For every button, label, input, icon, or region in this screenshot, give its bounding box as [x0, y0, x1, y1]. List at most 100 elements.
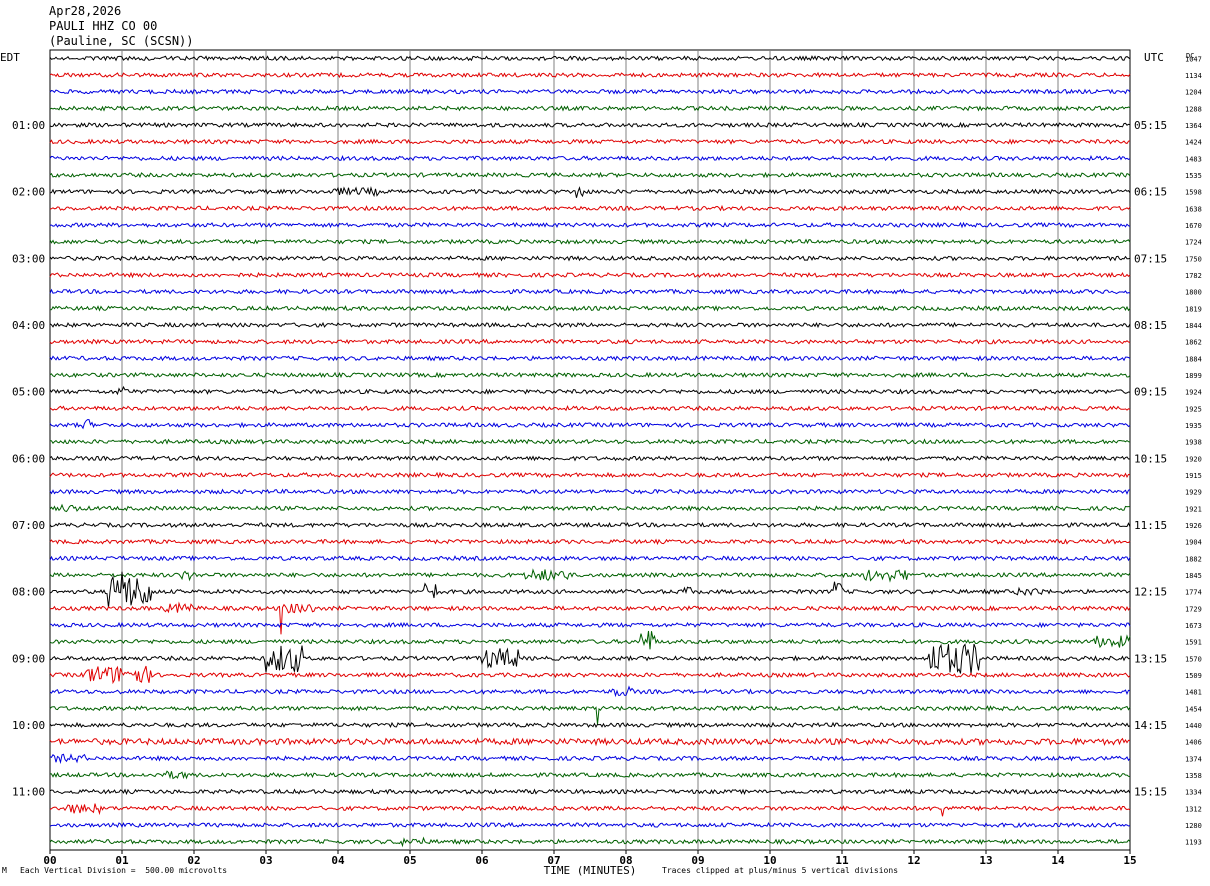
trace-line: [49, 105, 1131, 112]
dc-offset-label: 1899: [1185, 372, 1202, 380]
x-tick-label: 00: [43, 854, 56, 867]
dc-offset-label: 1926: [1185, 522, 1202, 530]
trace-line: [49, 503, 1130, 513]
trace-line: [49, 404, 1131, 412]
trace-line: [49, 88, 1131, 95]
trace-line: [49, 419, 1131, 430]
dc-offset-label: 1312: [1185, 805, 1202, 813]
dc-offset-label: 1535: [1185, 172, 1202, 180]
dc-offset-label: 1406: [1185, 739, 1202, 747]
left-hour-label: 04:00: [12, 319, 45, 332]
left-timezone-label: EDT: [0, 51, 20, 64]
trace-line: [49, 305, 1131, 312]
dc-offset-label: 1819: [1185, 305, 1202, 313]
trace-line: [49, 371, 1131, 379]
dc-offset-label: 1280: [1185, 822, 1202, 830]
dc-offset-label: 1374: [1185, 755, 1202, 763]
dc-offset-label: 1334: [1185, 789, 1202, 797]
trace-line: [49, 555, 1131, 562]
dc-offset-label: 1638: [1185, 205, 1202, 213]
dc-offset-label: 1729: [1185, 605, 1202, 613]
trace-line: [49, 521, 1131, 529]
trace-line: [49, 121, 1131, 129]
trace-line: [49, 643, 1131, 675]
x-tick-label: 05: [403, 854, 416, 867]
dc-offset-label: 1750: [1185, 255, 1202, 263]
left-hour-label: 03:00: [12, 252, 45, 265]
right-hour-label: 14:15: [1134, 719, 1167, 732]
dc-offset-label: 1204: [1185, 89, 1202, 97]
dc-offset-label: 1929: [1185, 489, 1202, 497]
dc-offset-label: 1193: [1185, 839, 1202, 847]
trace-line: [49, 471, 1131, 479]
x-tick-label: 12: [907, 854, 920, 867]
corner-mark: M: [2, 866, 7, 875]
dc-offset-label: 1358: [1185, 772, 1202, 780]
x-tick-label: 09: [691, 854, 704, 867]
trace-line: [49, 288, 1131, 295]
right-hour-label: 06:15: [1134, 186, 1167, 199]
x-tick-label: 10: [763, 854, 776, 867]
trace-line: [49, 803, 1131, 817]
trace-line: [49, 665, 1131, 685]
dc-offset-label: 1924: [1185, 389, 1202, 397]
trace-line: [49, 271, 1131, 279]
trace-line: [49, 571, 1131, 608]
trace-line: [49, 186, 1131, 198]
trace-line: [49, 171, 1131, 179]
dc-offset-label: 1670: [1185, 222, 1202, 230]
trace-line: [49, 438, 1131, 445]
right-timezone-label: UTC: [1144, 51, 1164, 64]
dc-offset-label: 1364: [1185, 122, 1202, 130]
dc-offset-label: 1047: [1185, 55, 1202, 63]
trace-line: [49, 568, 1131, 583]
left-hour-label: 01:00: [12, 119, 45, 132]
dc-offset-label: 1904: [1185, 539, 1202, 547]
left-hour-label: 09:00: [12, 652, 45, 665]
dc-offset-label: 1882: [1185, 555, 1202, 563]
right-hour-label: 12:15: [1134, 586, 1167, 599]
label-layer: 00 01 02 03 04 05 06 07 08 09 10 11 12 13 14 15 TIME (MI…: [0, 51, 1202, 877]
dc-offset-label: 1570: [1185, 655, 1202, 663]
dc-offset-label: 1724: [1185, 239, 1202, 247]
dc-offset-label: 1288: [1185, 105, 1202, 113]
right-hour-label: 15:15: [1134, 786, 1167, 799]
trace-line: [49, 454, 1130, 462]
dc-offset-label: 1844: [1185, 322, 1202, 330]
dc-offset-label: 1454: [1185, 705, 1202, 713]
dc-offset-label: 1774: [1185, 589, 1202, 597]
dc-offset-label: 1921: [1185, 505, 1202, 513]
x-tick-label: 06: [475, 854, 489, 867]
trace-line: [49, 321, 1131, 329]
dc-offset-label: 1591: [1185, 639, 1202, 647]
right-hour-label: 07:15: [1134, 252, 1167, 265]
left-hour-label: 08:00: [12, 586, 45, 599]
right-hour-label: 10:15: [1134, 452, 1167, 465]
trace-line: [49, 138, 1131, 145]
left-hour-label: 11:00: [12, 786, 45, 799]
x-tick-label: 03: [259, 854, 272, 867]
left-hour-label: 06:00: [12, 452, 45, 465]
right-hour-label: 09:15: [1134, 386, 1167, 399]
dc-offset-label: 1862: [1185, 339, 1202, 347]
trace-line: [49, 488, 1131, 495]
x-tick-label: 02: [187, 854, 200, 867]
clip-note: Traces clipped at plus/minus 5 vertical …: [662, 866, 899, 875]
trace-line: [49, 601, 1131, 635]
left-hour-label: 05:00: [12, 386, 45, 399]
dc-offset-label: 1673: [1185, 622, 1202, 630]
trace-line: [49, 788, 1131, 796]
scale-note: Each Vertical Division = 500.00 microvol…: [20, 866, 228, 875]
dc-column-label: DC: [1186, 52, 1194, 60]
right-hour-label: 05:15: [1134, 119, 1167, 132]
grid-layer: [49, 49, 1131, 854]
right-hour-label: 13:15: [1134, 652, 1167, 665]
dc-offset-label: 1884: [1185, 355, 1202, 363]
dc-offset-label: 1800: [1185, 289, 1202, 297]
dc-offset-label: 1424: [1185, 139, 1202, 147]
left-hour-label: 07:00: [12, 519, 45, 532]
dc-offset-label: 1782: [1185, 272, 1202, 280]
dc-offset-label: 1483: [1185, 155, 1202, 163]
trace-line: [49, 721, 1131, 729]
